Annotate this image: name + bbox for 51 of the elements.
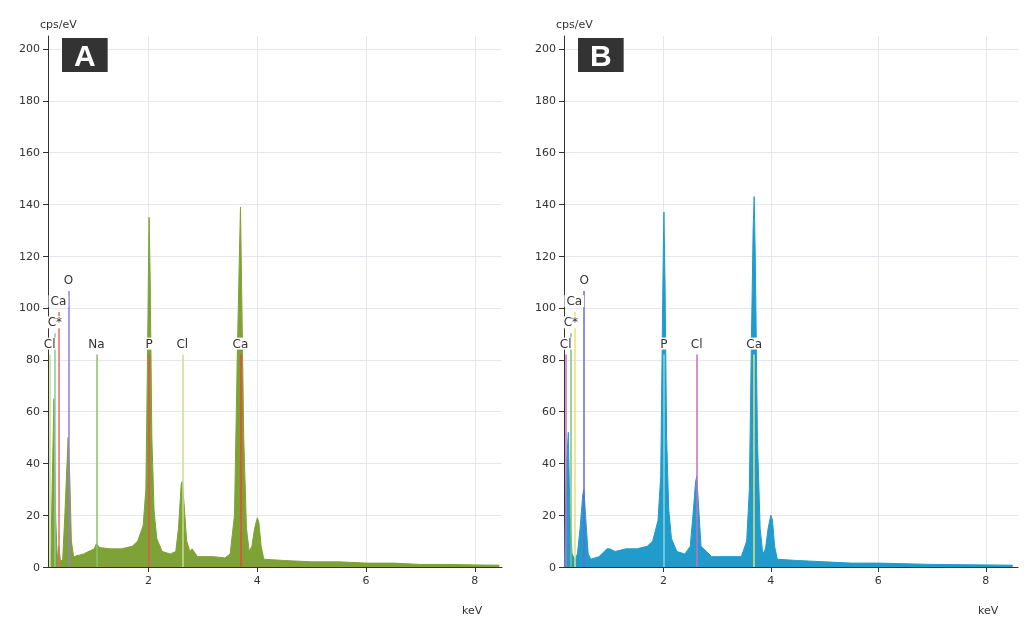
ref-line-label: O	[579, 272, 589, 287]
y-tick-label: 40	[542, 456, 556, 470]
chart-title: A	[74, 38, 96, 72]
y-tick-label: 80	[542, 353, 556, 367]
y-tick-label: 20	[26, 508, 40, 522]
y-tick-label: 160	[19, 146, 40, 160]
y-tick-label: 0	[33, 560, 40, 574]
y-axis-title: cps/eV	[40, 18, 78, 31]
y-tick-label: 0	[549, 560, 556, 574]
y-tick-label: 120	[19, 249, 40, 263]
chart-title: B	[590, 38, 612, 72]
ref-line-label: Cl	[176, 336, 189, 351]
ref-line-label: Ca	[746, 336, 763, 351]
ref-line-label: Na	[88, 336, 105, 351]
ref-line-label: Ca	[50, 294, 67, 309]
ref-line-label: Ca	[566, 294, 583, 309]
y-tick-label: 180	[19, 94, 40, 108]
x-tick-label: 8	[982, 574, 990, 587]
x-tick-label: 4	[253, 574, 261, 587]
x-tick-label: 2	[659, 574, 667, 587]
y-tick-label: 100	[535, 301, 556, 315]
x-tick-label: 4	[767, 574, 775, 587]
x-tick-label: 2	[145, 574, 153, 587]
ref-line-label: Cl	[559, 336, 572, 351]
x-axis-title: keV	[978, 604, 999, 617]
x-tick-label: 6	[874, 574, 882, 587]
y-tick-label: 140	[19, 197, 40, 211]
ref-line-label: P	[660, 336, 668, 351]
y-tick-label: 160	[535, 146, 556, 160]
y-tick-label: 200	[19, 42, 40, 56]
y-tick-label: 40	[26, 456, 40, 470]
y-tick-label: 20	[542, 508, 556, 522]
x-tick-label: 6	[362, 574, 370, 587]
x-axis-title: keV	[462, 604, 483, 617]
y-tick-label: 60	[542, 405, 556, 419]
y-tick-label: 100	[19, 301, 40, 315]
y-tick-label: 60	[26, 405, 40, 419]
ref-line-label: Cl	[43, 336, 56, 351]
x-tick-label: 8	[471, 574, 479, 587]
ref-line-label: O	[63, 272, 74, 287]
ref-line-label: C*	[563, 315, 579, 330]
y-tick-label: 80	[26, 353, 40, 367]
ref-line-label: Ca	[232, 336, 249, 351]
y-tick-label: 120	[535, 249, 556, 263]
ref-line-label: P	[145, 336, 153, 351]
y-tick-label: 140	[535, 197, 556, 211]
ref-line-label: C*	[47, 315, 63, 330]
y-tick-label: 200	[535, 42, 556, 56]
y-tick-label: 180	[535, 94, 556, 108]
y-axis-title: cps/eV	[556, 18, 594, 31]
ref-line-label: Cl	[690, 336, 703, 351]
